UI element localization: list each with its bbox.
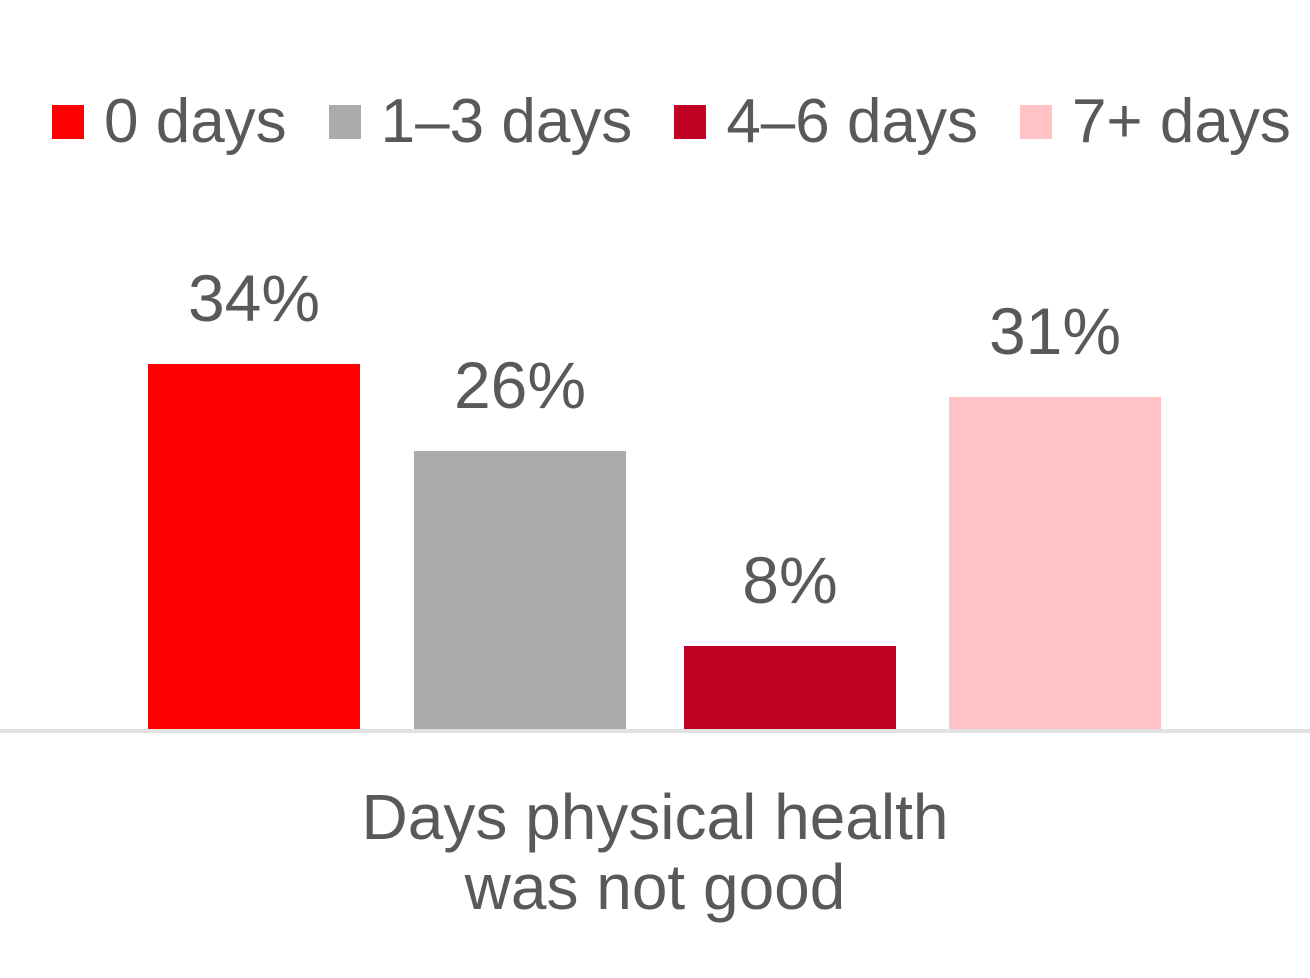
- bar-value-label-4-6-days: 8%: [742, 543, 838, 617]
- legend-swatch-1-3-days: [328, 105, 361, 139]
- x-axis-title: Days physical health was not good: [0, 782, 1310, 922]
- bar-7-plus-days: [949, 397, 1161, 733]
- x-axis-title-line-2: was not good: [464, 851, 846, 923]
- legend: 0 days 1–3 days 4–6 days 7+ days: [52, 87, 1291, 157]
- legend-label: 0 days: [104, 87, 287, 156]
- legend-label: 7+ days: [1071, 87, 1291, 156]
- bar-1-3-days: [414, 451, 626, 733]
- legend-label: 4–6 days: [726, 87, 978, 156]
- legend-label: 1–3 days: [380, 87, 633, 156]
- x-axis-title-line-1: Days physical health: [361, 781, 949, 853]
- bar-4-6-days: [684, 646, 896, 733]
- legend-item-0-days: 0 days: [52, 87, 287, 157]
- legend-item-1-3-days: 1–3 days: [328, 87, 633, 157]
- bar-value-label-7-plus-days: 31%: [988, 294, 1122, 368]
- x-axis-line: [0, 729, 1310, 733]
- legend-swatch-7-plus-days: [1019, 105, 1052, 139]
- legend-item-4-6-days: 4–6 days: [674, 87, 978, 157]
- bar-value-label-0-days: 34%: [187, 261, 321, 335]
- legend-swatch-0-days: [52, 105, 84, 139]
- bar-0-days: [148, 364, 360, 733]
- bar-value-label-1-3-days: 26%: [453, 348, 587, 422]
- legend-item-7-plus-days: 7+ days: [1019, 87, 1291, 157]
- legend-swatch-4-6-days: [674, 105, 707, 139]
